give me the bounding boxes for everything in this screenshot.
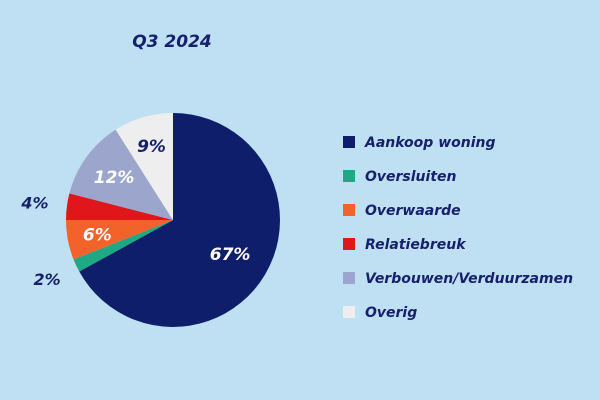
legend-swatch-5 <box>343 272 355 284</box>
pie-slice-1 <box>79 113 281 327</box>
slice-labels: 67% 2% 6% 4% 12%9% <box>20 137 250 289</box>
chart-title: Q3 2024 <box>132 32 212 52</box>
legend-label-4: Relatiebreuk <box>365 237 467 253</box>
legend-swatch-1 <box>343 136 355 148</box>
pie-slice-3 <box>65 220 173 260</box>
slice-label-3: 6% <box>83 225 112 245</box>
pie-slice-5 <box>69 129 173 220</box>
pie-slice-2 <box>73 220 173 272</box>
legend: Aankoop woning Oversluiten Overwaarde Relat… <box>343 135 573 321</box>
legend-swatch-4 <box>343 238 355 250</box>
legend-swatch-2 <box>343 170 355 182</box>
pie-slice-4 <box>66 193 173 220</box>
legend-swatch-3 <box>343 204 355 216</box>
slice-label-1: 67% <box>210 245 251 265</box>
legend-swatch-6 <box>343 306 355 318</box>
slice-label-6: 9% <box>137 137 166 157</box>
legend-label-5: Verbouwen/Verduurzamen <box>365 271 573 287</box>
legend-label-2: Oversluiten <box>365 169 457 185</box>
slice-label-4: 4% <box>20 194 48 213</box>
slice-label-5: 12% <box>94 168 135 188</box>
pie-slice-6 <box>115 113 173 220</box>
pie-slices <box>65 113 281 327</box>
legend-label-3: Overwaarde <box>365 203 461 219</box>
legend-label-1: Aankoop woning <box>364 135 496 151</box>
slice-label-2: 2% <box>34 270 61 289</box>
legend-label-6: Overig <box>365 305 417 321</box>
